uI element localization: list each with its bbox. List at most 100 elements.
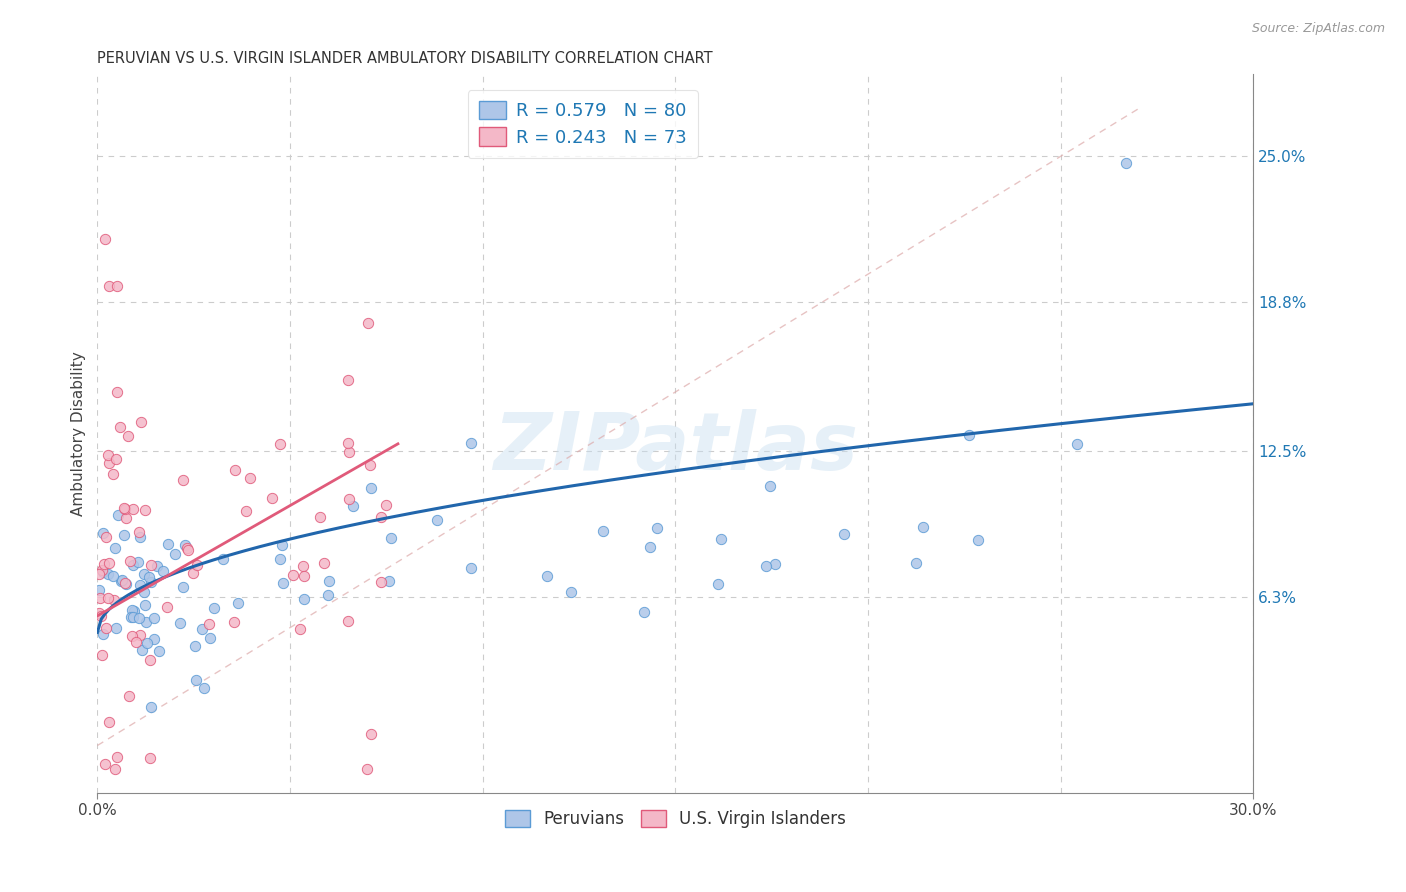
- Point: [967, 533, 990, 547]
- Point: [107, 508, 129, 523]
- Point: [125, 635, 148, 649]
- Point: [152, 564, 174, 578]
- Point: [269, 437, 291, 451]
- Point: [134, 503, 156, 517]
- Point: [138, 653, 160, 667]
- Point: [122, 610, 145, 624]
- Point: [318, 588, 340, 602]
- Point: [292, 568, 315, 582]
- Point: [97, 279, 120, 293]
- Point: [93, 557, 115, 571]
- Point: [97, 456, 120, 470]
- Point: [157, 537, 180, 551]
- Point: [101, 467, 124, 482]
- Point: [135, 615, 157, 629]
- Point: [139, 575, 162, 590]
- Point: [198, 631, 221, 645]
- Point: [186, 673, 208, 687]
- Point: [336, 436, 359, 450]
- Y-axis label: Ambulatory Disability: Ambulatory Disability: [72, 351, 86, 516]
- Point: [105, 384, 128, 399]
- Point: [184, 639, 207, 653]
- Point: [380, 531, 402, 545]
- Point: [105, 750, 128, 764]
- Point: [139, 751, 162, 765]
- Point: [141, 558, 163, 573]
- Point: [97, 714, 120, 729]
- Point: [115, 511, 138, 525]
- Point: [360, 727, 382, 741]
- Point: [128, 525, 150, 540]
- Point: [292, 592, 315, 607]
- Point: [156, 600, 179, 615]
- Point: [359, 458, 381, 473]
- Point: [957, 427, 980, 442]
- Point: [710, 532, 733, 546]
- Point: [912, 520, 935, 534]
- Point: [127, 555, 149, 569]
- Point: [139, 699, 162, 714]
- Point: [129, 530, 152, 544]
- Point: [172, 580, 194, 594]
- Point: [460, 436, 482, 450]
- Point: [121, 602, 143, 616]
- Point: [132, 567, 155, 582]
- Point: [131, 416, 153, 430]
- Point: [592, 524, 614, 538]
- Point: [1066, 437, 1088, 451]
- Point: [172, 473, 194, 487]
- Point: [356, 316, 378, 330]
- Text: Source: ZipAtlas.com: Source: ZipAtlas.com: [1251, 22, 1385, 36]
- Point: [271, 576, 294, 591]
- Point: [271, 538, 294, 552]
- Point: [91, 565, 114, 579]
- Point: [101, 569, 124, 583]
- Point: [97, 448, 120, 462]
- Point: [91, 648, 114, 663]
- Point: [181, 566, 204, 581]
- Point: [122, 502, 145, 516]
- Point: [94, 621, 117, 635]
- Point: [426, 513, 449, 527]
- Point: [115, 577, 138, 591]
- Point: [763, 558, 786, 572]
- Point: [124, 603, 146, 617]
- Point: [128, 611, 150, 625]
- Point: [89, 607, 111, 621]
- Point: [832, 527, 855, 541]
- Point: [904, 556, 927, 570]
- Point: [89, 582, 111, 597]
- Point: [292, 558, 315, 573]
- Point: [645, 520, 668, 534]
- Point: [226, 596, 249, 610]
- Point: [131, 642, 153, 657]
- Point: [176, 543, 198, 558]
- Point: [143, 611, 166, 625]
- Point: [136, 636, 159, 650]
- Point: [87, 566, 110, 581]
- Point: [706, 577, 728, 591]
- Point: [536, 568, 558, 582]
- Point: [633, 605, 655, 619]
- Point: [312, 556, 335, 570]
- Point: [318, 574, 340, 588]
- Point: [148, 644, 170, 658]
- Point: [370, 510, 392, 524]
- Point: [759, 479, 782, 493]
- Point: [128, 578, 150, 592]
- Point: [117, 689, 139, 703]
- Point: [460, 561, 482, 575]
- Point: [146, 558, 169, 573]
- Point: [105, 451, 128, 466]
- Point: [122, 558, 145, 573]
- Point: [174, 538, 197, 552]
- Point: [186, 558, 208, 573]
- Point: [336, 373, 359, 387]
- Point: [336, 615, 359, 629]
- Point: [260, 491, 283, 505]
- Point: [94, 530, 117, 544]
- Point: [97, 591, 120, 606]
- Point: [1115, 156, 1137, 170]
- Point: [110, 574, 132, 589]
- Point: [224, 615, 246, 630]
